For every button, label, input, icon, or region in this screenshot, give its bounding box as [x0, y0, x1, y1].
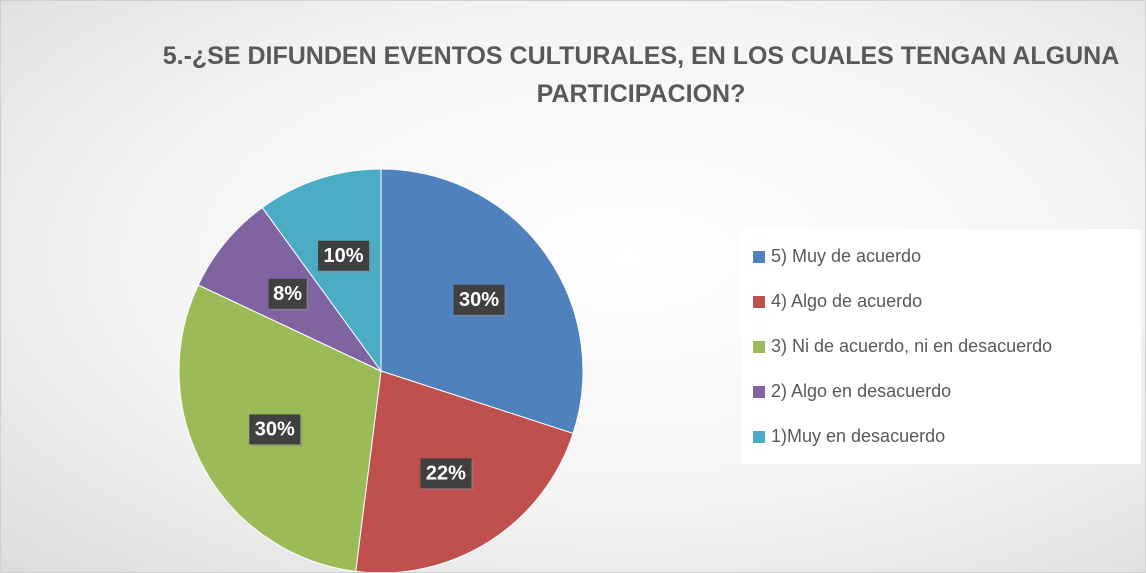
- data-label: 8%: [273, 283, 302, 305]
- data-label-box: [453, 284, 505, 315]
- data-label: 10%: [324, 245, 364, 267]
- data-label: 22%: [426, 463, 466, 485]
- legend-swatch: [753, 386, 765, 398]
- data-label-box: [318, 240, 370, 271]
- legend-box: [741, 229, 1141, 464]
- data-label: 30%: [459, 289, 499, 311]
- legend-label: 5) Muy de acuerdo: [771, 246, 921, 266]
- legend-label: 3) Ni de acuerdo, ni en desacuerdo: [771, 336, 1052, 356]
- data-label-box: [420, 458, 472, 489]
- legend-label: 4) Algo de acuerdo: [771, 291, 922, 311]
- legend-label: 1)Muy en desacuerdo: [771, 426, 945, 446]
- data-label-box: [249, 414, 301, 445]
- legend-swatch: [753, 341, 765, 353]
- legend-swatch: [753, 251, 765, 263]
- legend-label: 2) Algo en desacuerdo: [771, 381, 951, 401]
- legend-swatch: [753, 431, 765, 443]
- chart-title: 5.-¿SE DIFUNDEN EVENTOS CULTURALES, EN L…: [162, 42, 1120, 108]
- data-label: 30%: [255, 419, 295, 441]
- legend-swatch: [753, 296, 765, 308]
- data-label-box: [268, 278, 307, 309]
